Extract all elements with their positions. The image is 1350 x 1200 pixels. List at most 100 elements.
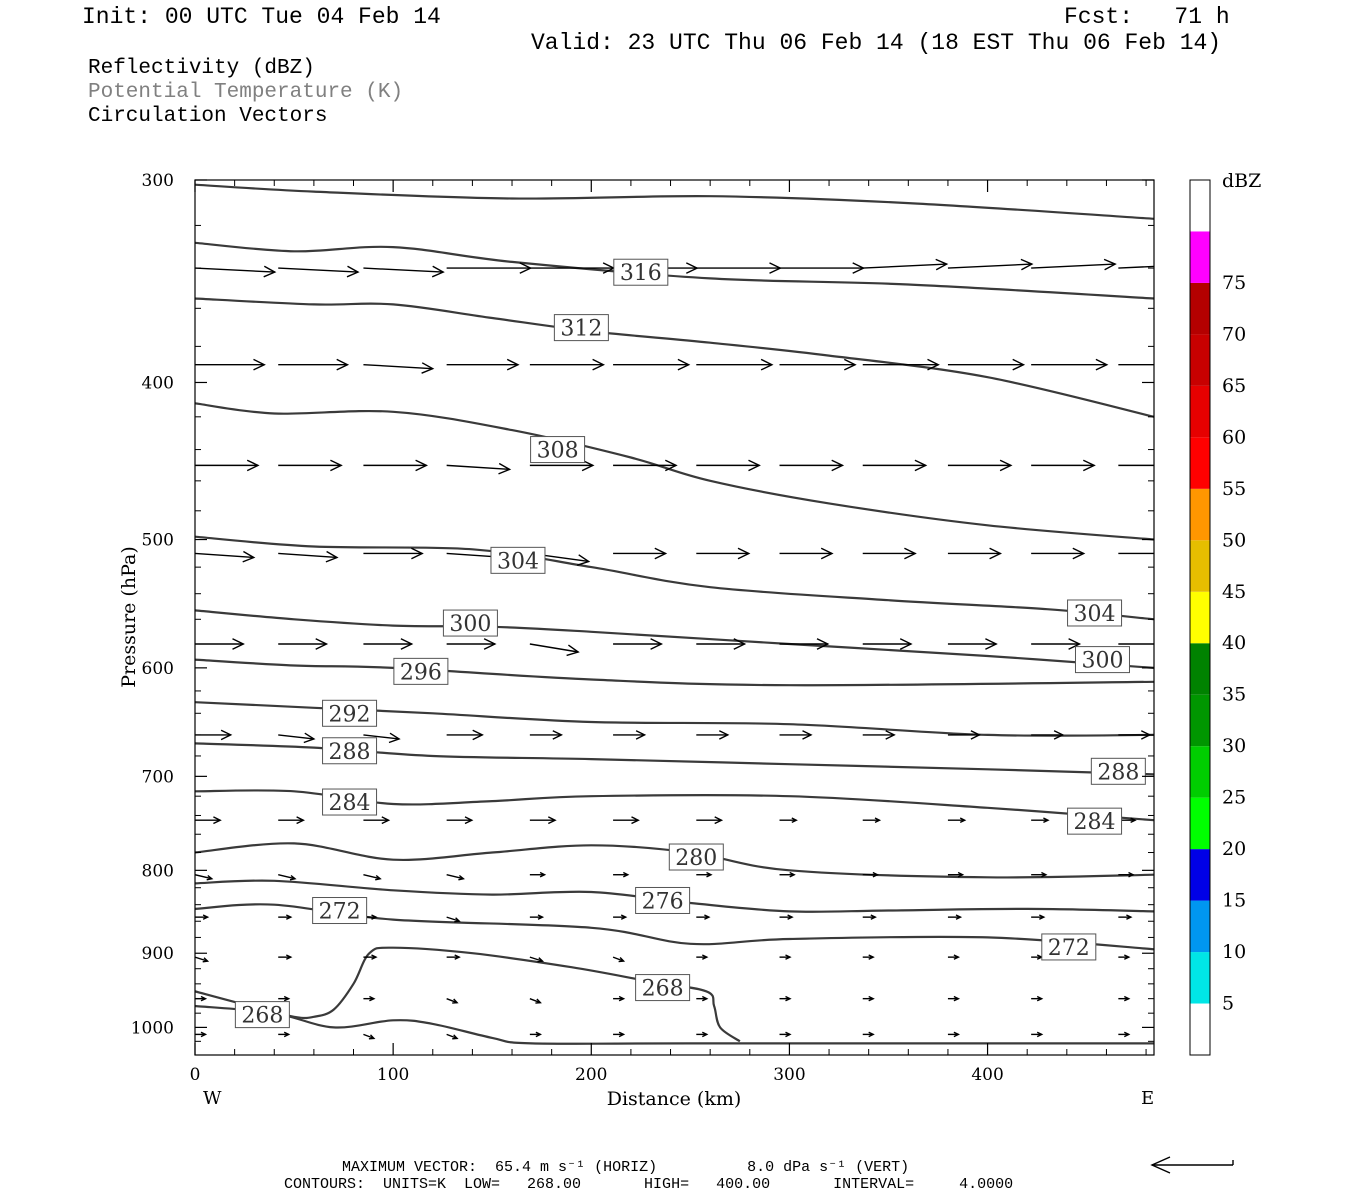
vector-arrow bbox=[1118, 363, 1154, 366]
svg-text:316: 316 bbox=[620, 261, 662, 286]
contour-label-272: 272 bbox=[1041, 933, 1097, 961]
vector-arrow bbox=[195, 914, 210, 920]
svg-text:272: 272 bbox=[1048, 936, 1090, 961]
init-time: Init: 00 UTC Tue 04 Feb 14 bbox=[82, 4, 441, 30]
vector-arrow bbox=[613, 459, 678, 472]
vector-arrow bbox=[195, 1031, 208, 1038]
vector-arrow bbox=[779, 638, 830, 650]
y-tick-label: 500 bbox=[142, 531, 174, 551]
vector-arrow bbox=[363, 638, 414, 650]
vector-arrow bbox=[446, 462, 512, 475]
isentrope-304 bbox=[195, 535, 1154, 621]
vector-arrow bbox=[278, 638, 329, 650]
vector-arrow bbox=[363, 362, 435, 374]
vector-arrow bbox=[1031, 1031, 1044, 1038]
colorbar-units: dBZ bbox=[1222, 170, 1261, 192]
isentrope-296 bbox=[195, 658, 1154, 687]
svg-text:276: 276 bbox=[642, 889, 684, 914]
vector-arrow bbox=[195, 459, 260, 472]
contour-label-268: 268 bbox=[635, 974, 691, 1002]
svg-text:288: 288 bbox=[329, 740, 371, 765]
vector-arrow bbox=[195, 265, 277, 278]
vector-arrow bbox=[947, 954, 961, 960]
vector-arrow bbox=[363, 1033, 376, 1040]
vector-arrow bbox=[779, 995, 792, 1002]
vector-arrow bbox=[696, 547, 751, 560]
vector-arrow bbox=[862, 954, 875, 960]
contour-label-300: 300 bbox=[1074, 646, 1130, 674]
vector-arrow bbox=[696, 262, 782, 274]
vector-arrow bbox=[195, 956, 210, 963]
y-tick-label: 600 bbox=[142, 659, 174, 679]
colorbar-segment bbox=[1190, 437, 1210, 489]
vector-arrow bbox=[947, 730, 981, 740]
y-tick-label: 1000 bbox=[131, 1018, 174, 1038]
svg-text:280: 280 bbox=[675, 846, 717, 871]
colorbar-segment bbox=[1190, 643, 1210, 695]
vector-arrow bbox=[862, 358, 940, 371]
vector-arrow bbox=[363, 954, 378, 960]
colorbar-tick-label: 35 bbox=[1222, 684, 1246, 706]
y-tick-label: 400 bbox=[142, 373, 174, 393]
vector-arrow bbox=[529, 643, 580, 657]
contour-label-268: 268 bbox=[234, 1001, 290, 1029]
vector-arrow bbox=[278, 914, 293, 920]
contour-label-280: 280 bbox=[668, 843, 724, 871]
vector-arrow bbox=[696, 730, 730, 740]
y-tick-label: 700 bbox=[142, 767, 174, 787]
vector-arrow bbox=[278, 954, 293, 960]
vector-arrow bbox=[696, 358, 774, 371]
colorbar-segment bbox=[1190, 591, 1210, 644]
vector-arrow bbox=[446, 916, 461, 923]
vector-arrow bbox=[779, 459, 845, 472]
colorbar-segment bbox=[1190, 797, 1210, 850]
vector-arrow bbox=[862, 547, 917, 560]
vector-arrow bbox=[1118, 914, 1133, 920]
vector-arrow bbox=[779, 871, 796, 878]
svg-text:308: 308 bbox=[537, 439, 579, 464]
svg-text:288: 288 bbox=[1097, 760, 1139, 785]
colorbar-segment bbox=[1190, 1003, 1210, 1055]
vector-arrow bbox=[947, 638, 998, 650]
vector-arrow bbox=[1031, 954, 1044, 960]
vector-arrow bbox=[446, 998, 459, 1004]
vector-arrow bbox=[696, 816, 724, 825]
isentrope-300 bbox=[195, 609, 1154, 669]
vector-arrow bbox=[1031, 871, 1048, 878]
contour-label-292: 292 bbox=[322, 699, 378, 727]
vector-arrow bbox=[1031, 995, 1044, 1002]
vector-arrow bbox=[862, 730, 896, 740]
contour-label-272: 272 bbox=[312, 897, 368, 925]
vector-arrow bbox=[1031, 459, 1096, 472]
x-tick-label: 0 bbox=[190, 1065, 201, 1085]
vector-arrow bbox=[613, 914, 628, 920]
svg-text:312: 312 bbox=[560, 317, 602, 342]
colorbar-segment bbox=[1190, 540, 1210, 592]
svg-text:268: 268 bbox=[642, 977, 684, 1002]
vector-arrow bbox=[613, 1031, 626, 1038]
colorbar-tick-label: 5 bbox=[1222, 993, 1234, 1015]
contour-label-296: 296 bbox=[393, 657, 449, 685]
vector-arrow bbox=[696, 995, 709, 1002]
vector-arrow bbox=[947, 995, 961, 1002]
vector-arrow bbox=[947, 817, 967, 824]
vector-arrow bbox=[278, 874, 297, 881]
vector-arrow bbox=[1118, 643, 1154, 645]
vector-arrow bbox=[446, 358, 520, 371]
x-axis-label: Distance (km) bbox=[607, 1088, 742, 1110]
svg-text:300: 300 bbox=[449, 612, 491, 637]
y-tick-label: 900 bbox=[142, 944, 174, 964]
vector-arrow bbox=[363, 265, 445, 278]
contour-label-304: 304 bbox=[490, 546, 546, 574]
vector-arrow bbox=[613, 816, 640, 825]
endpoint-west: W bbox=[203, 1088, 222, 1109]
colorbar-segment bbox=[1190, 900, 1210, 953]
svg-text:272: 272 bbox=[319, 900, 361, 925]
colorbar-tick-label: 15 bbox=[1222, 890, 1246, 912]
vector-arrow bbox=[862, 817, 882, 824]
vector-arrow bbox=[446, 729, 484, 741]
vector-arrow bbox=[529, 816, 557, 825]
contour-label-288: 288 bbox=[322, 737, 378, 765]
vector-arrow bbox=[696, 871, 713, 878]
